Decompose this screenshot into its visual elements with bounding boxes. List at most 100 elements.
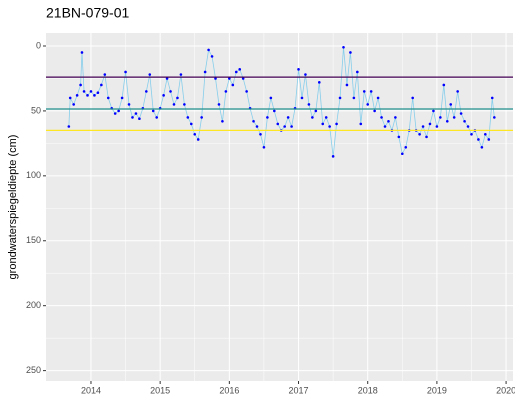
data-point bbox=[366, 103, 370, 106]
x-tick-label: 2020 bbox=[496, 385, 515, 395]
data-point bbox=[304, 73, 307, 76]
chart-title: 21BN-079-01 bbox=[46, 5, 129, 21]
data-point bbox=[89, 90, 93, 93]
data-point bbox=[238, 68, 242, 71]
data-point bbox=[286, 116, 290, 119]
data-point bbox=[493, 116, 496, 119]
data-point bbox=[82, 90, 86, 93]
data-point bbox=[439, 116, 442, 119]
x-tick-label: 2018 bbox=[358, 385, 378, 395]
data-point bbox=[234, 70, 238, 74]
data-point bbox=[262, 145, 266, 149]
data-point bbox=[172, 103, 176, 106]
data-point bbox=[276, 122, 280, 126]
data-point bbox=[432, 109, 435, 113]
data-point bbox=[72, 103, 75, 106]
data-point bbox=[338, 96, 342, 100]
data-point bbox=[86, 94, 89, 97]
data-point bbox=[245, 90, 248, 93]
data-point bbox=[165, 77, 169, 80]
data-point bbox=[317, 81, 321, 84]
data-point bbox=[435, 125, 439, 128]
data-point bbox=[200, 116, 203, 119]
data-point bbox=[324, 116, 328, 119]
data-point bbox=[176, 96, 179, 100]
data-point bbox=[79, 83, 82, 87]
data-point bbox=[252, 119, 255, 123]
data-point bbox=[342, 45, 345, 49]
data-point bbox=[120, 96, 124, 100]
data-point bbox=[269, 96, 273, 100]
data-point bbox=[283, 125, 286, 128]
data-point bbox=[411, 96, 414, 100]
data-point bbox=[106, 96, 110, 100]
data-point bbox=[300, 96, 304, 100]
data-point bbox=[273, 109, 276, 113]
data-point bbox=[193, 132, 197, 136]
data-point bbox=[356, 70, 359, 74]
data-point bbox=[297, 68, 300, 71]
data-point bbox=[376, 96, 380, 100]
data-point bbox=[490, 96, 494, 100]
data-point bbox=[217, 103, 221, 106]
data-point bbox=[259, 132, 262, 136]
y-tick-label: 150 bbox=[26, 235, 41, 245]
data-point bbox=[241, 77, 245, 80]
data-point bbox=[335, 122, 338, 126]
y-tick-label: 50 bbox=[31, 105, 41, 115]
data-point bbox=[183, 103, 186, 106]
data-point bbox=[189, 122, 193, 126]
data-point bbox=[228, 77, 231, 80]
data-point bbox=[221, 119, 224, 123]
x-tick-label: 2016 bbox=[219, 385, 239, 395]
data-point bbox=[100, 83, 103, 87]
data-point bbox=[425, 135, 428, 139]
data-point bbox=[124, 70, 127, 74]
data-point bbox=[477, 138, 480, 141]
data-point bbox=[331, 155, 335, 158]
data-point bbox=[349, 51, 352, 54]
data-point bbox=[93, 94, 96, 97]
data-point bbox=[380, 116, 383, 119]
data-point bbox=[397, 135, 401, 139]
data-point bbox=[224, 90, 228, 93]
y-tick-label: 0 bbox=[36, 40, 41, 50]
data-point bbox=[67, 125, 71, 128]
data-point bbox=[459, 112, 463, 115]
data-point bbox=[484, 132, 487, 136]
data-point bbox=[442, 83, 446, 87]
data-point bbox=[145, 90, 148, 93]
data-point bbox=[214, 77, 217, 80]
data-point bbox=[463, 119, 466, 123]
data-point bbox=[314, 109, 318, 113]
data-point bbox=[75, 94, 79, 97]
data-point bbox=[345, 83, 349, 87]
data-point bbox=[290, 125, 293, 128]
data-point bbox=[352, 96, 356, 100]
data-point bbox=[394, 116, 397, 119]
data-point bbox=[456, 90, 459, 93]
data-point bbox=[373, 109, 376, 113]
data-point bbox=[328, 125, 331, 128]
data-point bbox=[255, 125, 259, 128]
data-point bbox=[203, 70, 207, 74]
x-tick-label: 2015 bbox=[150, 385, 170, 395]
data-point bbox=[179, 73, 183, 76]
data-point bbox=[401, 152, 404, 156]
data-point bbox=[266, 116, 269, 119]
data-point bbox=[155, 116, 158, 119]
data-point bbox=[186, 116, 190, 119]
data-point bbox=[404, 145, 408, 149]
data-point bbox=[480, 145, 484, 149]
data-point bbox=[418, 132, 421, 136]
data-point bbox=[383, 125, 387, 128]
data-point bbox=[428, 122, 432, 126]
data-point bbox=[96, 91, 100, 95]
data-point bbox=[117, 109, 120, 113]
data-point bbox=[162, 94, 165, 97]
data-point bbox=[80, 51, 84, 54]
data-point bbox=[113, 112, 117, 115]
data-point bbox=[449, 103, 453, 106]
data-point bbox=[134, 112, 138, 115]
